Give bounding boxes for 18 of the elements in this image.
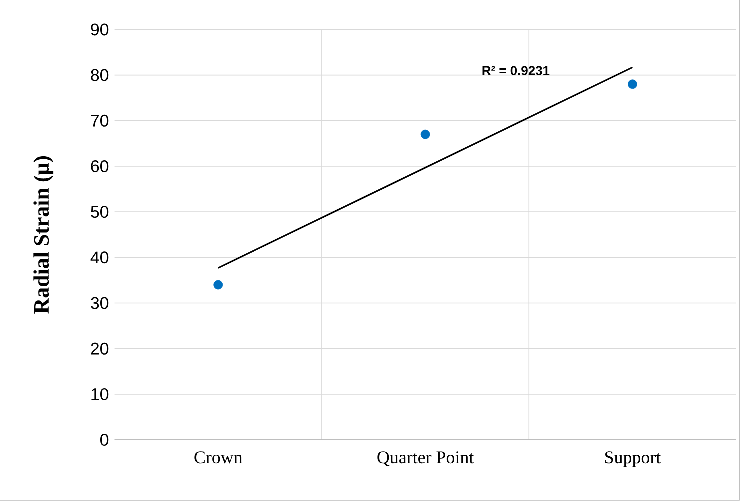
point (420, 130, 430, 140)
y-tick-label: 90 (91, 24, 109, 36)
y-tick-label: 80 (91, 69, 109, 82)
point (214, 280, 224, 290)
x-tick-label: Support (606, 452, 662, 468)
y-tick-label: 30 (91, 297, 109, 310)
annotation: R² = 0.9231 (482, 66, 550, 76)
y-tick-label: 70 (91, 114, 109, 127)
y-tick-label: 20 (91, 342, 109, 355)
point (628, 80, 638, 90)
y-tick-label: 40 (90, 252, 109, 264)
y-axis-title: Radial Strain (μ) (34, 156, 54, 314)
y-tick-label: 10 (92, 388, 109, 401)
x-tick-label: Crown (194, 452, 243, 464)
x-tick-label: Quarter Point (378, 452, 474, 466)
y-tick-label: 50 (91, 206, 109, 218)
y-tick-label: 0 (100, 434, 109, 446)
y-tick-label: 60 (91, 160, 109, 173)
